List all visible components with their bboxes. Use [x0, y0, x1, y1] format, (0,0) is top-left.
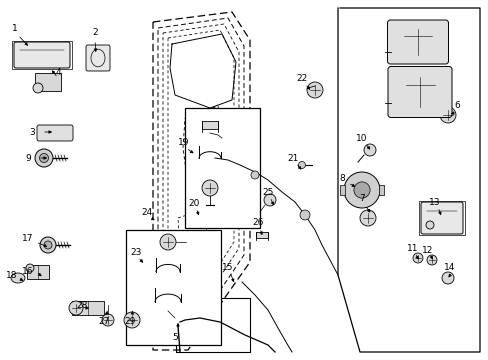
- Bar: [184, 108, 260, 228]
- FancyBboxPatch shape: [386, 20, 447, 64]
- Bar: [201, 121, 218, 129]
- Text: 12: 12: [422, 246, 433, 255]
- Circle shape: [124, 312, 140, 328]
- FancyBboxPatch shape: [420, 202, 462, 234]
- Circle shape: [26, 264, 34, 272]
- Circle shape: [439, 107, 455, 123]
- Text: 4: 4: [55, 68, 61, 77]
- Text: 29: 29: [124, 318, 135, 327]
- Circle shape: [264, 194, 275, 206]
- Circle shape: [102, 314, 114, 326]
- FancyBboxPatch shape: [387, 67, 451, 117]
- FancyBboxPatch shape: [14, 42, 70, 68]
- Circle shape: [35, 149, 53, 167]
- Ellipse shape: [11, 273, 25, 283]
- Text: 19: 19: [178, 138, 189, 147]
- Text: 13: 13: [428, 198, 440, 207]
- Text: 9: 9: [25, 153, 31, 162]
- Text: 5: 5: [172, 333, 178, 342]
- Circle shape: [250, 171, 259, 179]
- Text: 16: 16: [22, 267, 34, 276]
- Bar: [126, 230, 221, 345]
- Text: 1: 1: [12, 23, 18, 32]
- Text: 28: 28: [76, 301, 87, 310]
- Circle shape: [359, 210, 375, 226]
- Bar: [378, 185, 383, 195]
- Circle shape: [40, 237, 56, 253]
- Bar: [35, 73, 61, 91]
- Text: 8: 8: [339, 174, 344, 183]
- Circle shape: [299, 210, 309, 220]
- Bar: [339, 185, 345, 195]
- Circle shape: [40, 153, 48, 162]
- Text: 21: 21: [287, 153, 298, 162]
- Text: 6: 6: [453, 100, 459, 109]
- Text: 20: 20: [188, 198, 199, 207]
- Circle shape: [353, 182, 369, 198]
- Text: 27: 27: [98, 318, 109, 327]
- Circle shape: [343, 172, 379, 208]
- FancyBboxPatch shape: [37, 125, 73, 141]
- Circle shape: [425, 221, 433, 229]
- Bar: [72, 301, 104, 315]
- Circle shape: [306, 82, 323, 98]
- Text: 22: 22: [296, 73, 307, 82]
- Circle shape: [202, 180, 218, 196]
- Text: 23: 23: [130, 248, 142, 257]
- Circle shape: [298, 162, 305, 168]
- Text: 2: 2: [92, 27, 98, 36]
- Circle shape: [441, 272, 453, 284]
- Bar: [27, 265, 49, 279]
- Text: 10: 10: [356, 134, 367, 143]
- Text: 24: 24: [141, 207, 152, 216]
- Text: 3: 3: [29, 127, 35, 136]
- Text: 25: 25: [262, 188, 273, 197]
- Text: 15: 15: [222, 264, 233, 273]
- Circle shape: [44, 241, 52, 249]
- FancyBboxPatch shape: [86, 45, 110, 71]
- Text: 17: 17: [22, 234, 34, 243]
- Bar: [12, 41, 72, 69]
- Bar: [418, 201, 464, 235]
- Text: 18: 18: [6, 270, 18, 279]
- Text: 7: 7: [358, 194, 364, 202]
- Circle shape: [69, 301, 83, 315]
- Circle shape: [160, 234, 176, 250]
- Text: 26: 26: [252, 217, 263, 226]
- Bar: [255, 232, 268, 238]
- Circle shape: [426, 255, 436, 265]
- Circle shape: [363, 144, 375, 156]
- Circle shape: [33, 83, 43, 93]
- Text: 14: 14: [444, 264, 455, 273]
- Circle shape: [412, 253, 422, 263]
- Text: 11: 11: [407, 243, 418, 252]
